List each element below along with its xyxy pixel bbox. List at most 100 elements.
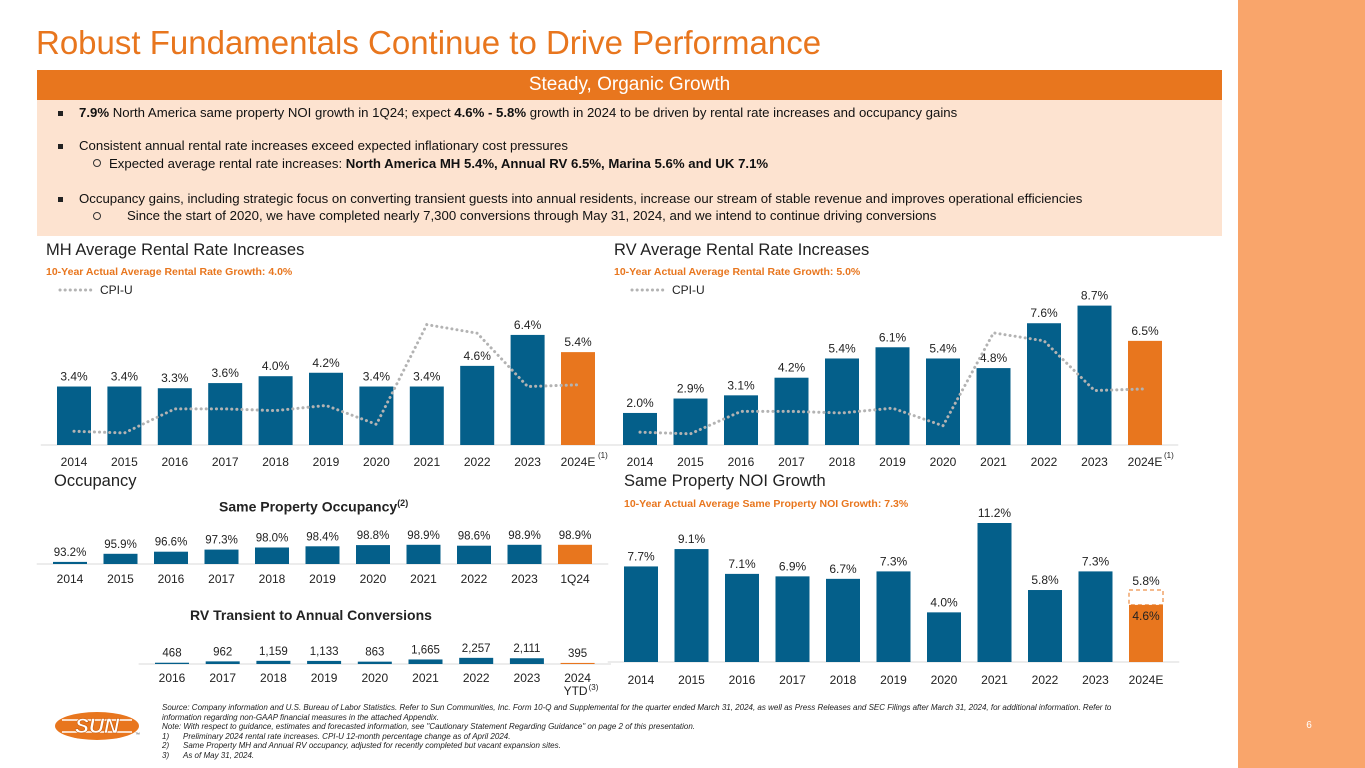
footnote-2: 2) Same Property MH and Annual RV occupan… xyxy=(162,741,561,750)
occ-bar xyxy=(255,547,289,564)
noi-data-label: 11.2% xyxy=(978,506,1011,520)
rv-data-label: 3.1% xyxy=(727,378,755,392)
rv-bar xyxy=(875,347,910,445)
noi-bar xyxy=(775,576,810,662)
rv-footnote-mark: (1) xyxy=(1164,451,1174,460)
footnote-1: 1) Preliminary 2024 rental rate increases… xyxy=(162,731,511,741)
footnote-source: Source: Company information and U.S. Bur… xyxy=(162,703,1112,712)
occ-tick-label: 2020 xyxy=(360,572,387,586)
noi-tick-label: 2020 xyxy=(931,673,958,687)
rv-data-label: 7.6% xyxy=(1030,306,1058,320)
conv-bar xyxy=(408,659,443,664)
occ-tick-label: 2019 xyxy=(309,572,336,586)
conv-tick-label: 2016 xyxy=(159,671,186,685)
footnote-note: Note: With respect to guidance, estimate… xyxy=(162,722,696,731)
noi-data-label: 7.7% xyxy=(627,549,655,563)
sub-bullet-conversions: Since the start of 2020, we have complet… xyxy=(127,208,937,223)
rv-tick-label: 2022 xyxy=(1031,455,1058,469)
occ-data-label: 98.4% xyxy=(306,531,339,543)
section-banner: Steady, Organic Growth xyxy=(37,70,1222,100)
rv-data-label: 4.8% xyxy=(980,351,1008,365)
mh-data-label: 3.6% xyxy=(212,366,240,380)
occ-tick-label: 2015 xyxy=(107,572,134,586)
conv-bar xyxy=(560,662,595,664)
conv-tick-label: 2019 xyxy=(311,671,338,685)
rv-data-label: 8.7% xyxy=(1081,289,1109,303)
mh-tick-label: 2014 xyxy=(61,455,88,469)
mh-tick-label: 2016 xyxy=(161,455,188,469)
occ-bar xyxy=(53,561,87,564)
occ-tick-label: 2017 xyxy=(208,572,235,586)
conv-ytd-label: YTD xyxy=(564,684,588,698)
rv-data-label: 5.4% xyxy=(828,341,856,355)
logo-tm: ™ xyxy=(135,732,140,738)
occ-data-label: 96.6% xyxy=(155,537,188,549)
rv-bar xyxy=(623,412,657,445)
conv-bar xyxy=(459,657,494,664)
conv-tick-label: 2020 xyxy=(361,671,388,685)
conv-data-label: 1,159 xyxy=(259,646,288,658)
mh-tick-label: 2018 xyxy=(262,455,289,469)
occ-data-label: 98.9% xyxy=(407,530,440,542)
occupancy-section-title: Occupancy xyxy=(54,472,137,490)
mh-tick-label: 2020 xyxy=(363,455,390,469)
logo-text: SUN xyxy=(75,715,120,738)
noi-bar xyxy=(826,578,860,662)
bullet-square-icon xyxy=(58,197,63,202)
conv-bar xyxy=(256,660,291,664)
noi-tick-label: 2016 xyxy=(729,673,756,687)
noi-data-label: 9.1% xyxy=(678,532,706,546)
sub-bullet-icon xyxy=(93,212,101,220)
mh-footnote-mark: (1) xyxy=(598,451,608,460)
noi-bar xyxy=(674,549,709,662)
rv-tick-label: 2021 xyxy=(980,455,1007,469)
rv-tick-label: 2018 xyxy=(829,455,856,469)
page-number: 6 xyxy=(1306,720,1312,731)
noi-tick-label: 2014 xyxy=(628,673,655,687)
noi-range-box xyxy=(1128,589,1164,606)
noi-range-label: 5.8% xyxy=(1132,574,1160,588)
occ-bar xyxy=(204,549,239,564)
rv-tick-label: 2020 xyxy=(930,455,957,469)
noi-bar xyxy=(1028,590,1062,662)
rv-data-label: 6.5% xyxy=(1131,324,1159,338)
bullet-square-icon xyxy=(58,111,63,116)
rv-tick-label: 2015 xyxy=(677,455,704,469)
noi-data-label: 7.1% xyxy=(728,557,756,571)
occ-data-label: 93.2% xyxy=(54,547,87,559)
noi-subtitle: 10-Year Actual Average Same Property NOI… xyxy=(624,498,909,510)
conv-data-label: 962 xyxy=(213,646,232,658)
conv-bar xyxy=(205,661,240,664)
noi-bar xyxy=(977,523,1012,662)
side-band xyxy=(1238,0,1365,768)
occ-tick-label: 2022 xyxy=(461,572,488,586)
noi-tick-label: 2022 xyxy=(1032,673,1059,687)
occ-bar xyxy=(457,545,491,564)
conv-ytd-mark: (3) xyxy=(589,683,599,692)
mh-tick-label: 2024E xyxy=(561,455,596,469)
rv-bar xyxy=(976,368,1011,445)
noi-bar xyxy=(876,571,911,662)
conv-data-label: 395 xyxy=(568,648,587,660)
occupancy-chart-title: Same Property Occupancy(2) xyxy=(219,498,409,515)
rv-data-label: 2.9% xyxy=(677,382,705,396)
sun-logo: SUN ™ xyxy=(55,712,140,740)
occ-bar xyxy=(356,545,390,564)
rv-bar xyxy=(1128,340,1162,445)
noi-bar xyxy=(1129,604,1163,662)
mh-bar xyxy=(409,386,444,445)
conv-tick-label: 2021 xyxy=(412,671,439,685)
occ-bar xyxy=(558,544,592,564)
conv-data-label: 2,111 xyxy=(513,643,540,655)
mh-tick-label: 2015 xyxy=(111,455,138,469)
occ-data-label: 97.3% xyxy=(205,535,238,547)
rv-bar xyxy=(673,398,708,445)
mh-bar xyxy=(510,334,545,445)
conv-bar xyxy=(155,662,189,664)
conv-data-label: 1,133 xyxy=(310,646,339,658)
bullet-occupancy: Occupancy gains, including strategic foc… xyxy=(79,191,1083,206)
noi-data-label: 4.0% xyxy=(930,595,958,609)
mh-bar xyxy=(157,388,192,445)
conv-tick-label: 2024 xyxy=(564,671,591,685)
mh-legend-label: CPI-U xyxy=(100,283,133,297)
